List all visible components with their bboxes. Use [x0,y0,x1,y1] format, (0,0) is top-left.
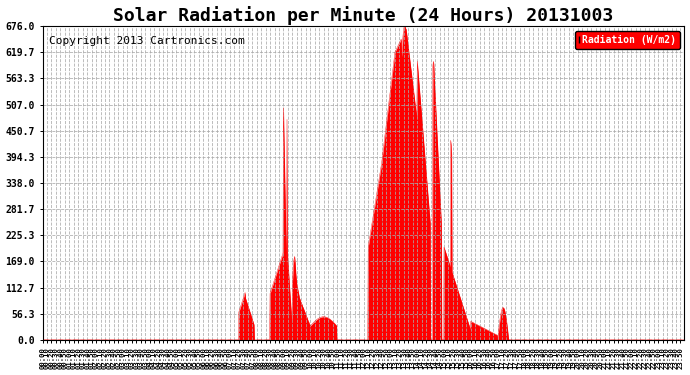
Legend: Radiation (W/m2): Radiation (W/m2) [575,31,680,49]
Text: Copyright 2013 Cartronics.com: Copyright 2013 Cartronics.com [49,36,245,45]
Title: Solar Radiation per Minute (24 Hours) 20131003: Solar Radiation per Minute (24 Hours) 20… [113,6,613,24]
